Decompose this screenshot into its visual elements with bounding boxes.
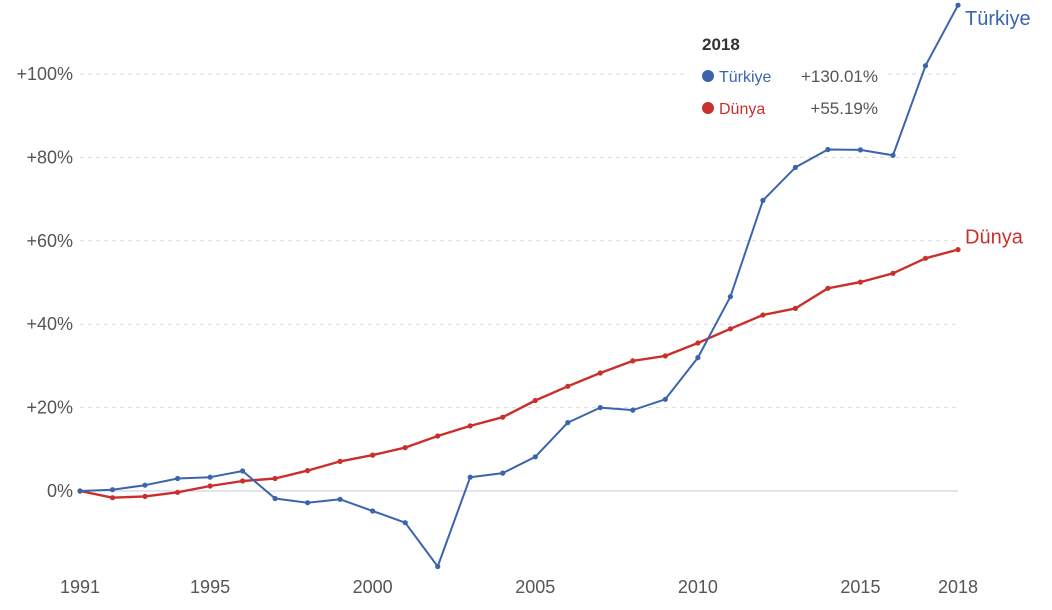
x-tick-label: 2018 [938,577,978,597]
tooltip-value-turkiye: +130.01% [801,67,878,86]
data-point-turkiye [240,468,246,474]
data-point-turkiye [109,487,116,493]
data-point-turkiye [825,146,831,153]
x-tick-label: 2005 [515,577,555,597]
data-point-dunya [565,383,571,389]
series-line-dunya [79,248,959,499]
end-labels: Türkiye Dünya [965,8,1031,248]
data-point-dunya [305,468,311,474]
tooltip-background [688,26,888,126]
data-point-dunya [240,478,246,484]
data-point-dunya [597,370,603,376]
data-point-turkiye [922,63,929,69]
data-point-turkiye [955,2,961,8]
data-point-dunya [272,475,278,482]
data-point-turkiye [662,396,668,402]
tooltip-swatch-turkiye [702,70,714,82]
data-point-dunya [500,414,506,420]
y-tick-label: +40% [26,314,73,334]
data-point-turkiye [142,482,148,488]
data-point-dunya [955,247,961,253]
series-line-turkiye [79,4,959,568]
series-layer [77,2,961,570]
data-point-dunya [695,340,701,346]
data-point-dunya [435,433,441,439]
x-tick-label: 1991 [60,577,100,597]
tooltip-value-dunya: +55.19% [810,99,878,118]
data-point-turkiye [467,474,473,480]
y-tick-label: +100% [16,64,73,84]
tooltip: 2018 Türkiye +130.01% Dünya +55.19% [688,26,888,126]
data-point-turkiye [890,152,896,158]
data-point-turkiye [207,474,213,480]
data-point-turkiye [630,407,636,413]
data-point-turkiye [402,520,408,526]
y-tick-label: +80% [26,147,73,167]
data-point-turkiye [500,470,506,476]
end-label-turkiye: Türkiye [965,8,1031,30]
data-point-dunya [109,495,116,501]
data-point-dunya [207,483,213,489]
data-point-dunya [370,452,376,458]
data-point-dunya [760,312,766,318]
data-point-turkiye [532,454,538,460]
y-tick-label: +20% [26,398,73,418]
gridlines [80,73,958,492]
data-point-dunya [175,489,181,495]
x-axis-ticks: 1991 1995 2000 2005 2010 2015 2018 [60,577,978,597]
y-axis-ticks: 0% +20% +40% +60% +80% +100% [16,64,73,501]
data-point-dunya [792,305,799,311]
data-point-dunya [727,326,734,332]
data-point-dunya [532,397,538,404]
data-point-turkiye [760,197,766,203]
data-point-turkiye [305,500,311,506]
data-point-dunya [890,270,896,276]
data-point-turkiye [77,488,83,494]
data-point-dunya [857,279,864,285]
data-point-dunya [630,358,636,364]
x-tick-label: 2010 [678,577,718,597]
data-point-dunya [467,423,473,429]
data-point-dunya [922,255,929,261]
data-point-turkiye [272,495,278,502]
y-tick-label: +60% [26,231,73,251]
data-point-dunya [402,445,408,451]
tooltip-title: 2018 [702,35,740,54]
x-tick-label: 2000 [353,577,393,597]
data-point-turkiye [435,563,441,570]
data-point-turkiye [337,496,343,502]
data-point-turkiye [597,405,603,411]
data-point-dunya [825,285,831,291]
data-point-dunya [337,458,343,464]
data-point-dunya [662,353,668,359]
end-label-dunya: Dünya [965,227,1024,249]
data-point-dunya [142,493,148,499]
tooltip-swatch-dunya [702,102,714,114]
data-point-turkiye [857,147,864,153]
data-point-turkiye [695,355,701,361]
tooltip-name-turkiye: Türkiye [719,69,772,86]
x-tick-label: 1995 [190,577,230,597]
x-tick-label: 2015 [840,577,880,597]
data-point-turkiye [792,164,799,170]
data-point-turkiye [565,420,571,426]
data-point-turkiye [175,475,181,482]
data-point-turkiye [370,508,376,514]
tooltip-name-dunya: Dünya [719,101,765,118]
data-point-turkiye [727,294,734,300]
y-tick-label: 0% [47,481,73,501]
